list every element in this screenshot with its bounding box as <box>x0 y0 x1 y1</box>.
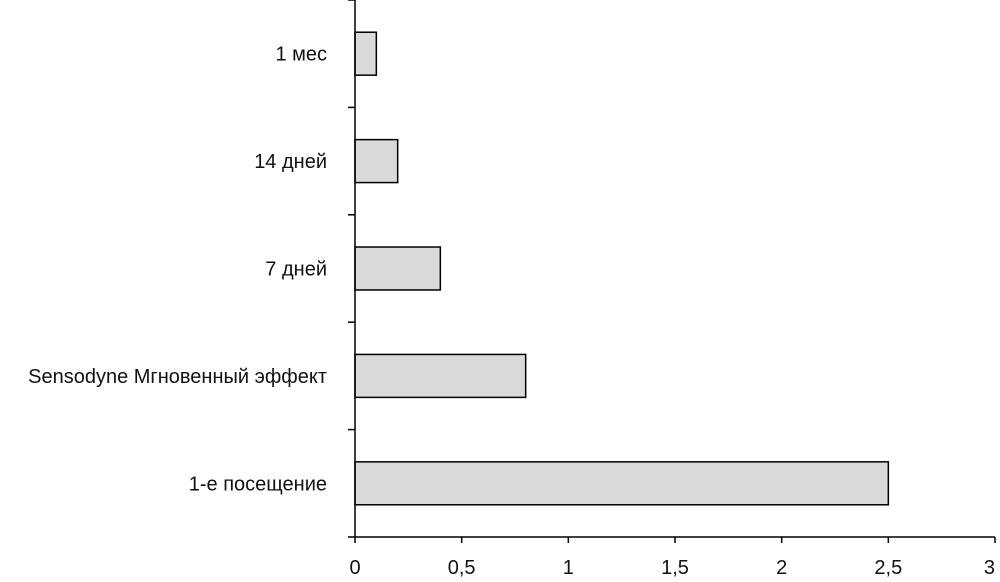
x-tick-label: 3 <box>984 557 995 579</box>
ticks-layer <box>348 0 996 543</box>
x-tick-label: 0 <box>349 557 360 579</box>
category-label: 7 дней <box>265 259 327 281</box>
category-label: 1 мес <box>275 44 327 66</box>
axes <box>354 0 995 538</box>
category-label: Sensodyne Мгновенный эффект <box>28 366 327 388</box>
bar <box>354 138 399 184</box>
bar <box>354 461 890 506</box>
bar <box>354 353 527 399</box>
labels-layer: 1 мес 14 дней 7 дней Sensodyne Мгновенный э… <box>28 44 995 579</box>
x-tick-label: 1,5 <box>661 557 689 579</box>
bars-layer <box>354 31 890 506</box>
x-tick-label: 2 <box>776 557 787 579</box>
category-label: 1-е посещение <box>189 473 327 495</box>
x-tick-label: 0,5 <box>448 557 476 579</box>
bar <box>354 31 378 76</box>
bar <box>354 246 442 291</box>
category-label: 14 дней <box>254 151 327 173</box>
x-tick-label: 2,5 <box>874 557 902 579</box>
x-tick-label: 1 <box>563 557 574 579</box>
